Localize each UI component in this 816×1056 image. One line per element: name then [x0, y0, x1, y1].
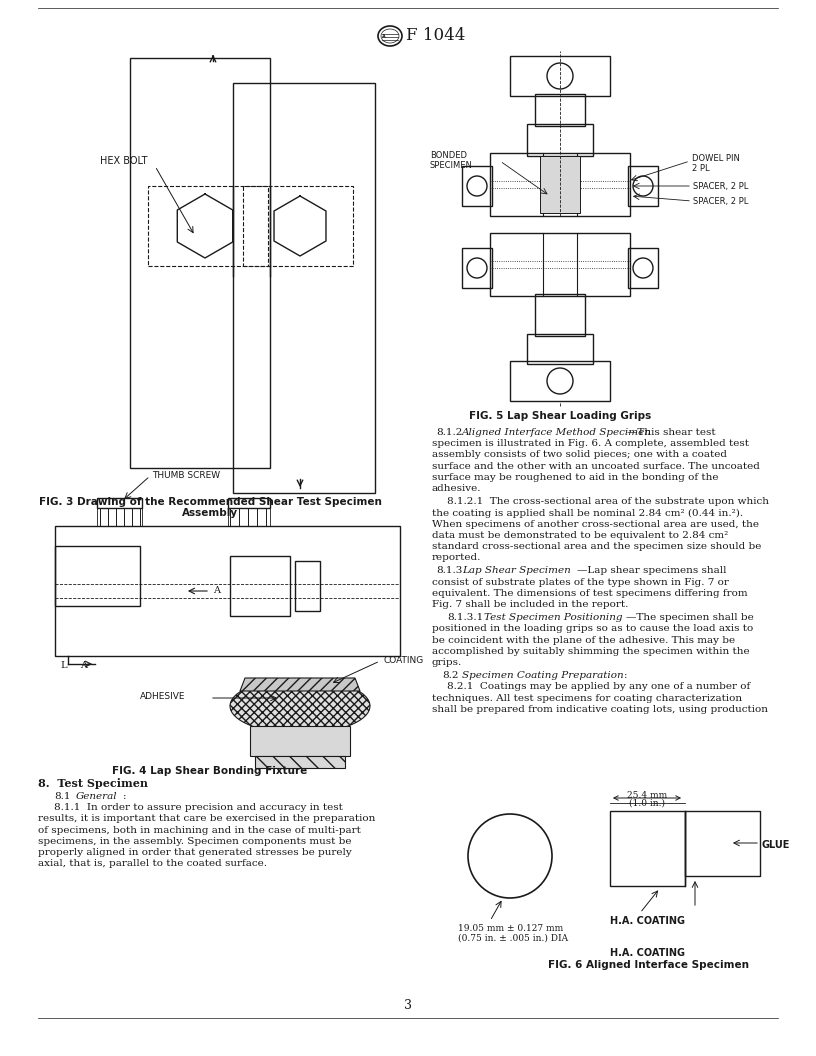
Text: Fig. 7 shall be included in the report.: Fig. 7 shall be included in the report.: [432, 600, 628, 609]
Bar: [685, 811, 760, 876]
Text: 8.1.3.1: 8.1.3.1: [447, 614, 483, 622]
Text: (0.75 in. ± .005 in.) DIA: (0.75 in. ± .005 in.) DIA: [458, 934, 568, 943]
Text: 3: 3: [404, 999, 412, 1012]
Bar: [55, 546, 140, 606]
Text: When specimens of another cross-sectional area are used, the: When specimens of another cross-sectiona…: [432, 520, 759, 529]
Text: Aligned Interface Method Specimen: Aligned Interface Method Specimen: [462, 428, 652, 437]
Text: L: L: [60, 661, 67, 670]
Text: Test Specimen Positioning: Test Specimen Positioning: [484, 614, 623, 622]
Bar: [535, 94, 585, 126]
Bar: [510, 361, 610, 401]
Text: consist of substrate plates of the type shown in Fig. 7 or: consist of substrate plates of the type …: [432, 578, 729, 586]
Text: adhesive.: adhesive.: [432, 484, 481, 493]
Text: H.A. COATING: H.A. COATING: [610, 916, 685, 926]
Text: axial, that is, parallel to the coated surface.: axial, that is, parallel to the coated s…: [38, 860, 267, 868]
Text: —The specimen shall be: —The specimen shall be: [626, 614, 754, 622]
Bar: [628, 248, 658, 288]
Text: equivalent. The dimensions of test specimens differing from: equivalent. The dimensions of test speci…: [432, 589, 747, 598]
Text: THUMB SCREW: THUMB SCREW: [152, 471, 220, 480]
Polygon shape: [240, 678, 360, 691]
Text: properly aligned in order that generated stresses be purely: properly aligned in order that generated…: [38, 848, 352, 857]
Text: COATING: COATING: [383, 656, 424, 665]
Text: BONDED
SPECIMEN: BONDED SPECIMEN: [430, 151, 473, 170]
Text: surface and the other with an uncoated surface. The uncoated: surface and the other with an uncoated s…: [432, 461, 760, 471]
Text: Specimen Coating Preparation: Specimen Coating Preparation: [462, 672, 623, 680]
Text: 8.1: 8.1: [54, 792, 70, 802]
Text: FIG. 3 Drawing of the Recommended Shear Test Specimen: FIG. 3 Drawing of the Recommended Shear …: [38, 497, 381, 507]
Bar: [610, 811, 685, 886]
Bar: [540, 156, 580, 213]
Bar: [295, 561, 320, 611]
Bar: [230, 557, 290, 616]
Text: FIG. 6 Aligned Interface Specimen: FIG. 6 Aligned Interface Specimen: [548, 960, 748, 970]
Text: H.A. COATING: H.A. COATING: [610, 948, 685, 958]
Text: techniques. All test specimens for coating characterization: techniques. All test specimens for coati…: [432, 694, 742, 702]
Text: specimens, in the assembly. Specimen components must be: specimens, in the assembly. Specimen com…: [38, 836, 352, 846]
Text: accomplished by suitably shimming the specimen within the: accomplished by suitably shimming the sp…: [432, 647, 750, 656]
Bar: [490, 233, 630, 296]
Text: FIG. 4 Lap Shear Bonding Fixture: FIG. 4 Lap Shear Bonding Fixture: [113, 766, 308, 776]
Text: :: :: [624, 672, 628, 680]
Text: —This shear test: —This shear test: [627, 428, 716, 437]
Text: 8.2: 8.2: [442, 672, 459, 680]
Bar: [510, 56, 610, 96]
Text: HEX BOLT: HEX BOLT: [100, 156, 148, 166]
Text: 8.1.3: 8.1.3: [436, 566, 463, 576]
Bar: [628, 166, 658, 206]
Text: 8.1.1  In order to assure precision and accuracy in test: 8.1.1 In order to assure precision and a…: [54, 804, 343, 812]
Text: 19.05 mm ± 0.127 mm: 19.05 mm ± 0.127 mm: [458, 924, 563, 934]
Text: 8.  Test Specimen: 8. Test Specimen: [38, 778, 148, 789]
Bar: [250, 727, 350, 756]
Bar: [130, 58, 270, 468]
Text: F 1044: F 1044: [406, 27, 465, 44]
Bar: [97, 498, 142, 508]
Bar: [255, 756, 345, 768]
Text: 8.1.2.1  The cross-sectional area of the substrate upon which: 8.1.2.1 The cross-sectional area of the …: [447, 497, 769, 506]
Ellipse shape: [230, 679, 370, 734]
Text: ADHESIVE: ADHESIVE: [140, 692, 185, 701]
Bar: [462, 166, 492, 206]
Bar: [148, 186, 268, 266]
Text: be coincident with the plane of the adhesive. This may be: be coincident with the plane of the adhe…: [432, 636, 735, 644]
Bar: [228, 508, 270, 526]
Text: grips.: grips.: [432, 658, 462, 667]
Bar: [462, 248, 492, 288]
Text: SPACER, 2 PL: SPACER, 2 PL: [693, 197, 748, 206]
Bar: [55, 526, 400, 656]
Text: —Lap shear specimens shall: —Lap shear specimens shall: [577, 566, 726, 576]
Text: of specimens, both in machining and in the case of multi-part: of specimens, both in machining and in t…: [38, 826, 361, 834]
Text: shall be prepared from indicative coating lots, using production: shall be prepared from indicative coatin…: [432, 704, 768, 714]
Text: A: A: [80, 661, 87, 670]
Text: GLUE: GLUE: [762, 840, 791, 850]
Text: General: General: [76, 792, 118, 802]
Bar: [243, 186, 353, 266]
Text: results, it is important that care be exercised in the preparation: results, it is important that care be ex…: [38, 814, 375, 824]
Text: 8.2.1  Coatings may be applied by any one of a number of: 8.2.1 Coatings may be applied by any one…: [447, 682, 750, 692]
Text: Lap Shear Specimen: Lap Shear Specimen: [462, 566, 570, 576]
Bar: [490, 153, 630, 216]
Text: surface may be roughened to aid in the bonding of the: surface may be roughened to aid in the b…: [432, 473, 719, 482]
Text: FIG. 5 Lap Shear Loading Grips: FIG. 5 Lap Shear Loading Grips: [469, 411, 651, 421]
Text: data must be demonstrated to be equivalent to 2.84 cm²: data must be demonstrated to be equivale…: [432, 531, 728, 540]
Bar: [535, 294, 585, 336]
Text: (1.0 in.): (1.0 in.): [629, 799, 665, 808]
Text: DOWEL PIN
2 PL: DOWEL PIN 2 PL: [692, 154, 740, 173]
Text: :: :: [123, 792, 126, 802]
Text: positioned in the loading grips so as to cause the load axis to: positioned in the loading grips so as to…: [432, 624, 753, 634]
Text: standard cross-sectional area and the specimen size should be: standard cross-sectional area and the sp…: [432, 542, 761, 551]
Bar: [228, 498, 270, 508]
Text: SPACER, 2 PL: SPACER, 2 PL: [693, 182, 748, 191]
Text: the coating is applied shall be nominal 2.84 cm² (0.44 in.²).: the coating is applied shall be nominal …: [432, 508, 743, 517]
Text: reported.: reported.: [432, 553, 481, 562]
Text: 25.4 mm: 25.4 mm: [627, 791, 667, 800]
Text: A: A: [213, 586, 220, 595]
Text: 8.1.2: 8.1.2: [436, 428, 463, 437]
Text: assembly consists of two solid pieces; one with a coated: assembly consists of two solid pieces; o…: [432, 451, 727, 459]
Text: Assembly: Assembly: [182, 508, 238, 518]
Bar: [233, 83, 375, 493]
Bar: [97, 508, 142, 526]
Text: specimen is illustrated in Fig. 6. A complete, assembled test: specimen is illustrated in Fig. 6. A com…: [432, 439, 749, 448]
Text: A: A: [382, 35, 386, 39]
